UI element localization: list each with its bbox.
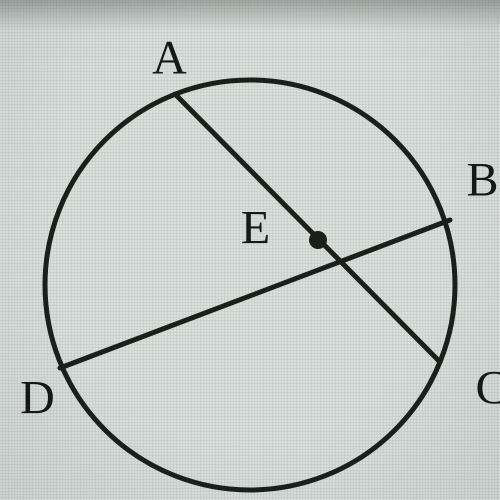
label-D: D <box>20 371 56 426</box>
intersection-dot <box>309 231 327 249</box>
label-E: E <box>241 201 271 256</box>
label-B: B <box>466 153 499 208</box>
circle-outline <box>45 80 455 490</box>
label-C: C <box>475 361 500 416</box>
chord-AC <box>175 94 440 362</box>
label-A: A <box>152 31 188 86</box>
